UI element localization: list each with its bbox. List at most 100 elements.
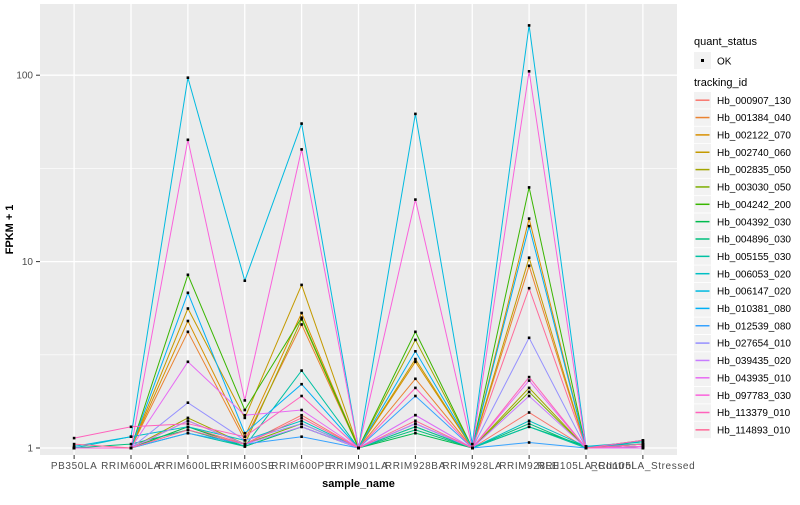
- legend-label: Hb_002835_050: [717, 165, 791, 176]
- x-tick-label: RRIM600LE: [158, 461, 218, 472]
- legend-label: Hb_005155_030: [717, 252, 791, 263]
- data-point: [300, 422, 303, 425]
- data-point: [414, 394, 417, 398]
- data-point: [300, 394, 303, 398]
- data-point: [300, 148, 303, 151]
- data-point: [129, 446, 133, 450]
- data-point: [527, 390, 531, 394]
- legend-item-Hb_113379_010: Hb_113379_010: [694, 404, 791, 421]
- x-tick-label: RRII105LA_Stressed: [591, 461, 696, 472]
- data-point: [414, 350, 417, 353]
- data-point: [641, 440, 645, 444]
- data-point: [527, 70, 531, 73]
- data-point: [641, 442, 645, 446]
- data-point: [243, 431, 247, 435]
- data-point: [414, 386, 417, 390]
- data-point: [300, 419, 303, 423]
- legend-title-quant-status: quant_status: [694, 36, 757, 48]
- x-tick-label: RRIM928LE: [499, 461, 559, 472]
- legend-label: Hb_010381_080: [717, 304, 791, 315]
- data-point: [243, 413, 247, 417]
- data-point: [129, 435, 133, 438]
- data-point: [414, 413, 417, 417]
- data-point: [72, 445, 76, 448]
- data-point: [300, 369, 303, 372]
- data-point: [527, 186, 531, 189]
- legend-label: Hb_001384_040: [717, 113, 791, 124]
- x-tick-label: RRIM928LA: [442, 461, 502, 472]
- data-point: [414, 357, 417, 361]
- legend-label: Hb_004392_030: [717, 217, 791, 228]
- legend-item-Hb_027654_010: Hb_027654_010: [694, 334, 791, 352]
- data-point: [243, 445, 247, 448]
- data-point: [300, 311, 303, 315]
- data-point: [527, 286, 531, 290]
- y-tick-label: 1: [27, 444, 33, 455]
- data-point: [357, 446, 360, 450]
- legend-item-Hb_097783_030: Hb_097783_030: [694, 386, 791, 404]
- data-point: [243, 442, 247, 446]
- legend-item-Hb_000907_130: Hb_000907_130: [694, 92, 791, 109]
- legend-item-Hb_002740_060: Hb_002740_060: [694, 144, 791, 161]
- data-point: [584, 445, 588, 448]
- data-point: [300, 413, 303, 417]
- legend-label: Hb_012539_080: [717, 321, 791, 332]
- x-tick-label: RRIM600PE: [271, 461, 332, 472]
- legend-label: Hb_000907_130: [717, 96, 791, 107]
- data-point: [527, 217, 531, 220]
- data-point: [300, 425, 303, 429]
- legend-label: Hb_097783_030: [717, 391, 791, 402]
- data-point: [414, 377, 417, 381]
- legend-label: Hb_006147_020: [717, 287, 791, 298]
- legend-label: Hb_002122_070: [717, 131, 791, 142]
- x-axis-title: sample_name: [322, 478, 395, 490]
- data-point: [414, 431, 417, 435]
- data-point: [186, 416, 190, 420]
- legend-item-Hb_002122_070: Hb_002122_070: [694, 126, 791, 144]
- data-point: [243, 279, 247, 282]
- data-point: [527, 224, 531, 228]
- data-point: [414, 330, 417, 334]
- data-point: [300, 318, 303, 321]
- legend-ok-point-icon: [701, 59, 704, 62]
- data-point: [186, 422, 190, 425]
- y-tick-label: 100: [16, 71, 33, 82]
- legend-item-Hb_004392_030: Hb_004392_030: [694, 213, 791, 230]
- legend: quant_status OK tracking_id Hb_000907_130 Hb…: [694, 36, 791, 439]
- legend-label: Hb_004242_200: [717, 200, 791, 211]
- legend-label: Hb_027654_010: [717, 339, 791, 350]
- legend-item-Hb_003030_050: Hb_003030_050: [694, 178, 791, 196]
- data-point: [186, 291, 190, 295]
- data-point: [414, 338, 417, 342]
- data-point: [414, 425, 417, 429]
- data-point: [186, 425, 190, 429]
- data-points: [72, 24, 645, 450]
- legend-label: Hb_113379_010: [717, 408, 791, 419]
- x-tick-label: PB350LA: [51, 461, 97, 472]
- data-point: [186, 76, 190, 79]
- data-point: [186, 319, 190, 323]
- x-tick-label: RRIM901LA: [329, 461, 389, 472]
- data-point: [243, 435, 247, 438]
- legend-label: Hb_114893_010: [717, 425, 791, 436]
- data-point: [641, 446, 645, 450]
- x-tick-label: RRII105LA_Control: [538, 461, 635, 472]
- data-point: [527, 336, 531, 340]
- data-point: [414, 419, 417, 423]
- data-point: [300, 382, 303, 386]
- data-point: [527, 419, 531, 423]
- x-tick-label: RRIM928BA: [385, 461, 446, 472]
- data-point: [414, 428, 417, 432]
- legend-label: Hb_006053_020: [717, 269, 791, 280]
- data-point: [186, 360, 190, 364]
- legend-item-Hb_039435_020: Hb_039435_020: [694, 352, 791, 369]
- data-point: [186, 401, 190, 404]
- data-point: [414, 422, 417, 425]
- y-tick-label: 10: [22, 257, 34, 268]
- data-point: [527, 422, 531, 425]
- legend-item-Hb_004896_030: Hb_004896_030: [694, 230, 791, 248]
- data-point: [72, 442, 76, 446]
- data-point: [471, 446, 474, 450]
- data-point: [300, 316, 303, 319]
